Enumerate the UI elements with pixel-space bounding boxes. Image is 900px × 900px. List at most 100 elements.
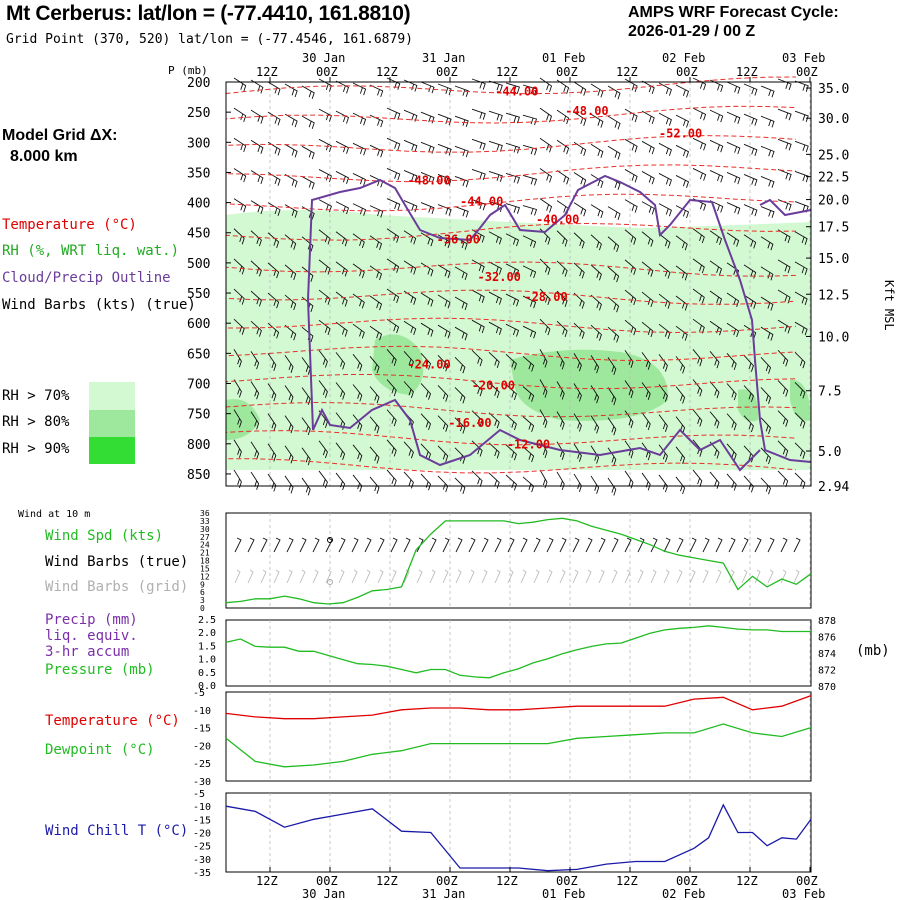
- surface-wind-barb-true: [689, 537, 697, 553]
- wind-barb: [522, 114, 538, 126]
- legend-rh90: RH > 90%: [2, 441, 70, 457]
- wind-barb: [658, 354, 668, 372]
- wind-barb: [556, 170, 570, 185]
- wind-barb: [250, 320, 262, 337]
- bottom-hour-label: 12Z: [256, 874, 278, 888]
- wind-panel-frame: [225, 512, 812, 609]
- wind-barb: [658, 142, 672, 157]
- wind-barb: [590, 385, 600, 404]
- surface-wind-barb-grid: [676, 569, 683, 584]
- temperature-contour-label: -20.00: [472, 379, 515, 393]
- wind-barb: [284, 204, 298, 218]
- pressure-tick-label: 850: [187, 468, 210, 483]
- top-hour-label: 00Z: [436, 65, 458, 79]
- surface-wind-barb-grid: [520, 569, 527, 584]
- temperature-contour: [225, 164, 797, 183]
- station-title: Mt Cerberus: lat/lon = (-77.4410, 161.88…: [6, 2, 411, 25]
- surface-wind-barb-true: [702, 537, 710, 553]
- kft-tick-label: 17.5: [818, 221, 849, 236]
- pressure-tick-label: 878: [818, 616, 836, 627]
- wind-barb: [760, 266, 774, 281]
- surface-wind-barb-grid: [247, 569, 254, 584]
- wind-barb: [590, 83, 604, 98]
- wind-barb: [658, 384, 668, 402]
- wind-barb: [794, 80, 809, 92]
- surface-wind-barb-true: [559, 537, 567, 553]
- wind-barb: [522, 416, 535, 432]
- temperature-contour-label: -24.00: [407, 357, 450, 371]
- wind-barb: [284, 83, 298, 98]
- temperature-contour: [225, 345, 797, 362]
- pressure-tick-label: 250: [187, 106, 210, 121]
- wind-tick-label: 3: [200, 596, 205, 605]
- wind-barb: [794, 110, 809, 123]
- wind-barb: [573, 262, 585, 279]
- wind-barb: [284, 113, 298, 128]
- wind-barb: [267, 353, 277, 372]
- wind-barb: [777, 470, 789, 488]
- wind-chill-tick-label: -25: [193, 842, 211, 853]
- wind-barb: [335, 110, 350, 124]
- surface-wind-barb-grid: [286, 569, 293, 584]
- surface-wind-barb-grid: [377, 569, 384, 584]
- wind-barb: [471, 350, 483, 367]
- rh80-region-2: [510, 349, 669, 421]
- surface-wind-barb-grid: [559, 569, 566, 584]
- wind-barb: [658, 444, 668, 463]
- wind-barb: [760, 176, 775, 188]
- pressure-tick-label: 870: [818, 682, 836, 693]
- wind-barb: [471, 138, 486, 151]
- wind-barb: [624, 380, 634, 399]
- surface-wind-barb-true: [286, 537, 294, 553]
- wind-barb: [386, 137, 401, 151]
- legend-rh70-swatch: [89, 382, 135, 410]
- wind-barb: [539, 198, 553, 213]
- pressure-tick-label: 450: [187, 227, 210, 242]
- wind-barb: [471, 319, 485, 334]
- pressure-tick-label: 300: [187, 136, 210, 151]
- wind-barb: [573, 383, 582, 402]
- wind-barb: [454, 296, 468, 311]
- temperature-tick-label: -25: [193, 759, 211, 770]
- wind-barb: [352, 323, 365, 339]
- top-date-label: 03 Feb: [782, 51, 825, 65]
- wind-barb: [386, 168, 401, 181]
- wind-barb: [505, 263, 520, 277]
- wind-barb: [284, 385, 294, 404]
- surface-wind-barb-grid: [572, 569, 579, 584]
- surface-wind-barb-true: [377, 537, 385, 553]
- surface-wind-barb-true: [390, 537, 398, 553]
- precip-label-2: liq. equiv.: [45, 628, 138, 644]
- wind-barb: [250, 230, 262, 247]
- wind-barb: [250, 200, 264, 215]
- wind-barb: [624, 319, 637, 336]
- wind-barb: [352, 444, 363, 462]
- wind-barb: [573, 172, 587, 187]
- wind-barb: [794, 472, 806, 489]
- wind-barb: [420, 292, 434, 307]
- wind-barb: [658, 173, 672, 187]
- wind-barb: [692, 107, 707, 121]
- wind-barb: [573, 413, 582, 432]
- wind-barb: [556, 441, 565, 460]
- wind-speed-line: [225, 517, 812, 605]
- kft-tick-label: 20.0: [818, 194, 849, 209]
- temperature-contour-label: -48.00: [407, 174, 450, 188]
- wind-chill-tick-label: -35: [193, 868, 211, 879]
- wind-barb: [386, 409, 397, 427]
- wind-barb: [743, 113, 758, 126]
- surface-wind-barb-true: [429, 537, 437, 553]
- wind-barb: [369, 446, 380, 464]
- temperature-contour-label: -44.00: [495, 84, 538, 98]
- wind-barb: [403, 230, 417, 245]
- wind-chill-line: [225, 803, 812, 872]
- wind-barb: [573, 202, 587, 217]
- wind-barb: [335, 382, 346, 400]
- pressure-tick-label: 350: [187, 166, 210, 181]
- wind-barb: [760, 417, 772, 435]
- wind-barb: [301, 85, 315, 99]
- cloud-outline-upper: [306, 174, 812, 463]
- wind-barb: [488, 140, 503, 152]
- wind-chill-tick-label: -15: [193, 815, 211, 826]
- wind-barb: [505, 384, 517, 401]
